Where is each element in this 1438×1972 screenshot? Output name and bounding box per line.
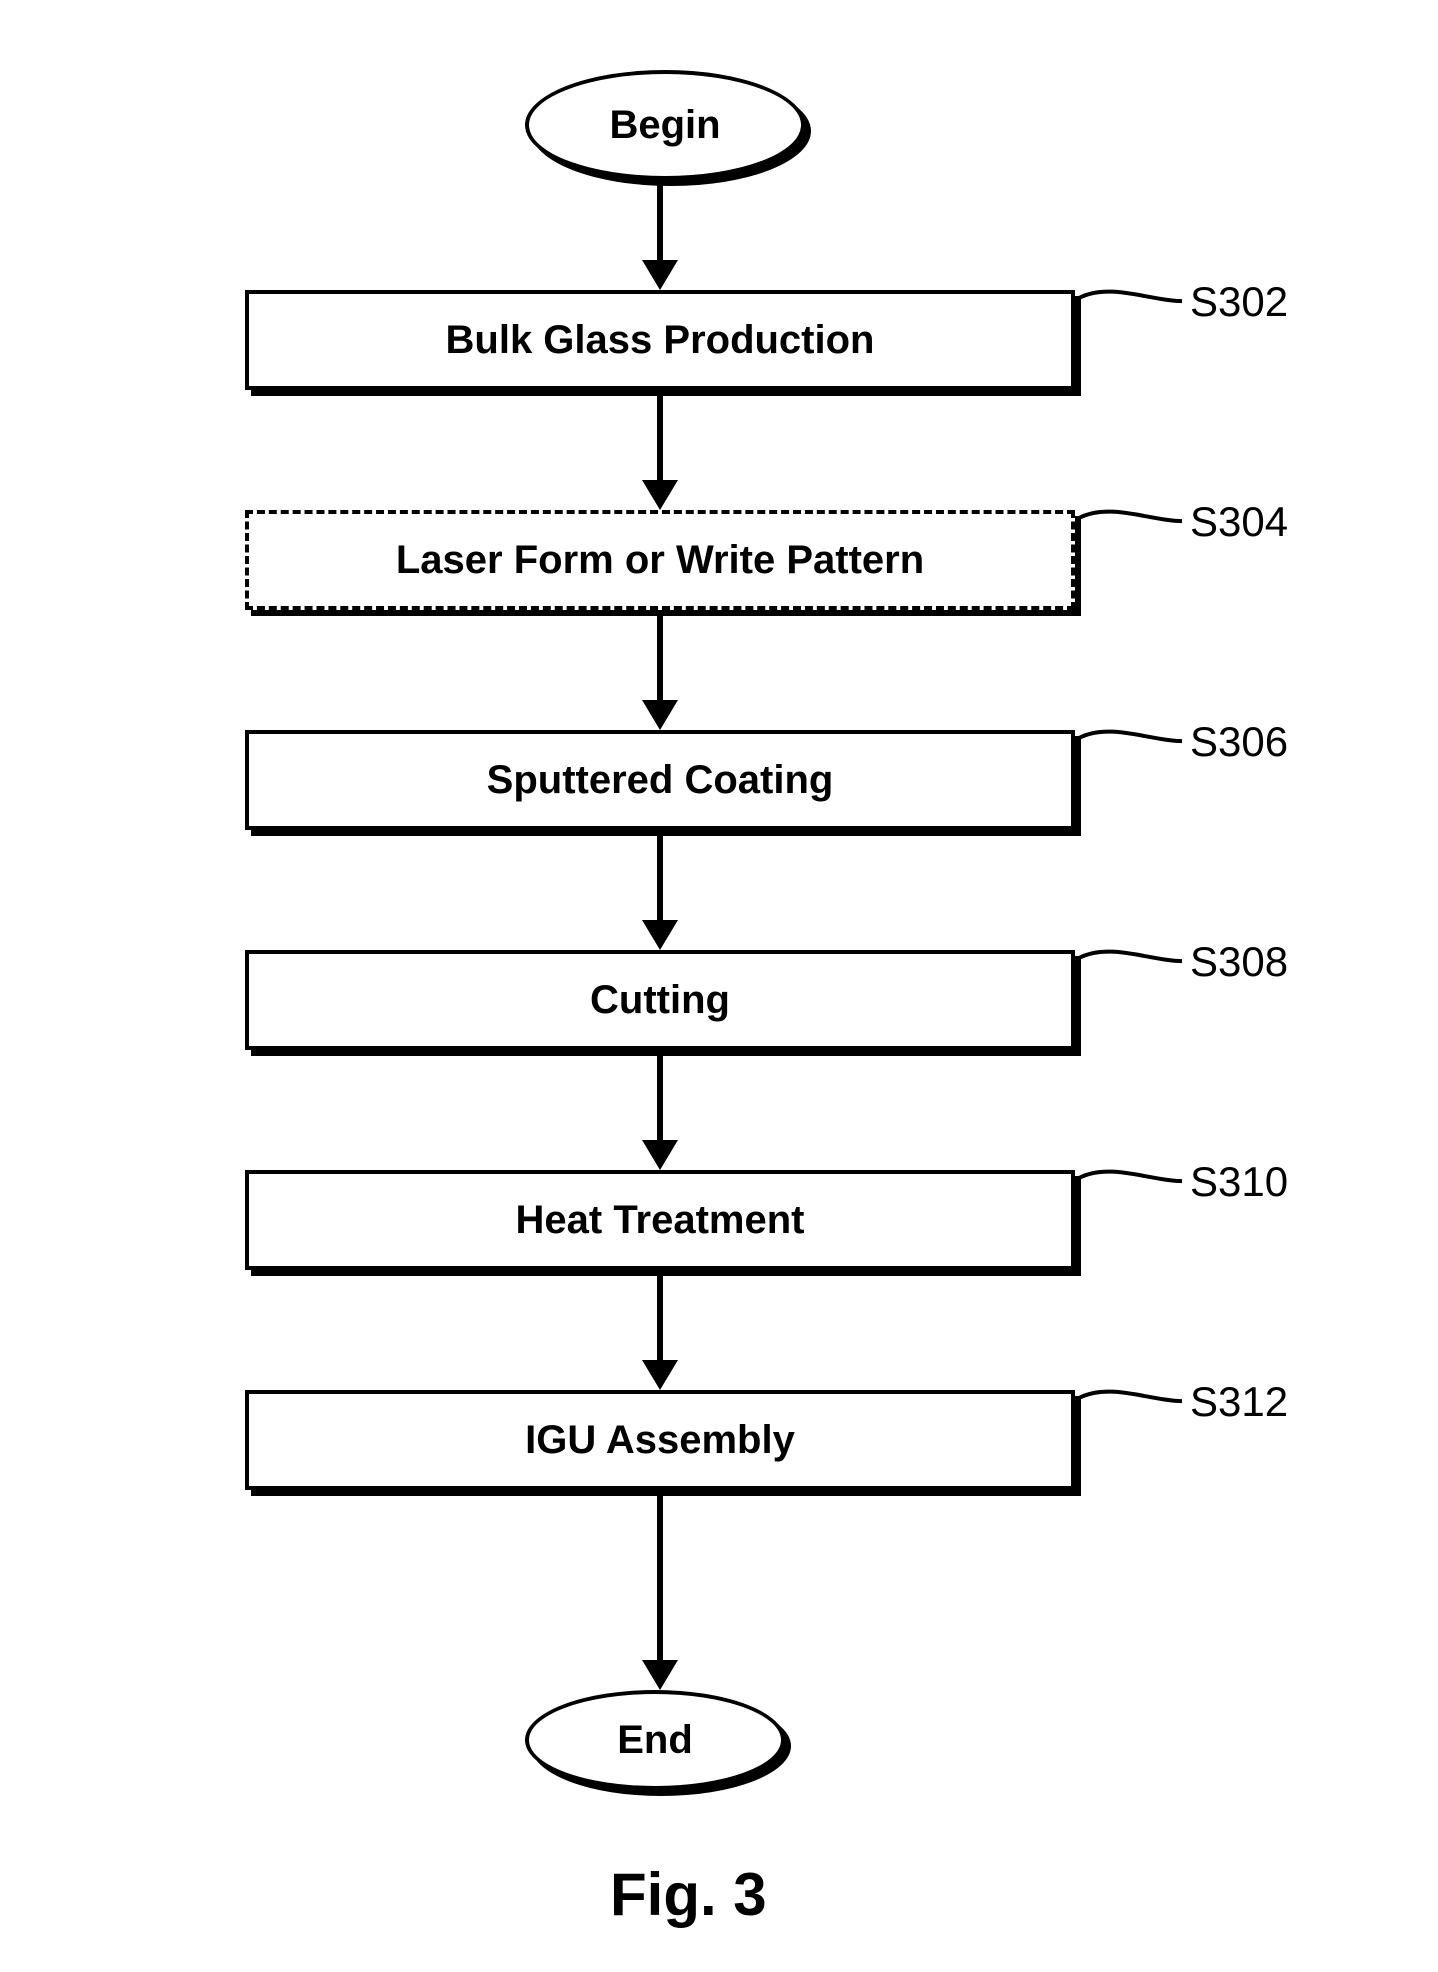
process-s312: IGU Assembly	[245, 1390, 1081, 1496]
flowchart-canvas: Begin Bulk Glass Production Laser Form o…	[0, 0, 1438, 1972]
arrow-head-icon	[642, 1140, 678, 1170]
process-s306-box: Sputtered Coating	[245, 730, 1075, 830]
process-s308: Cutting	[245, 950, 1081, 1056]
arrow-shaft	[657, 836, 663, 920]
arrow-head-icon	[642, 480, 678, 510]
process-s302: Bulk Glass Production	[245, 290, 1081, 396]
leader-line-S304	[1069, 468, 1192, 531]
process-s304-box: Laser Form or Write Pattern	[245, 510, 1075, 610]
arrow-head-icon	[642, 1660, 678, 1690]
terminator-end-shape: End	[525, 1690, 785, 1790]
step-id-label-S312: S312	[1190, 1378, 1288, 1426]
step-id-label-S302: S302	[1190, 278, 1288, 326]
arrow-head-icon	[642, 700, 678, 730]
process-s306-label: Sputtered Coating	[487, 758, 834, 803]
arrow-shaft	[657, 180, 663, 260]
step-id-label-S306: S306	[1190, 718, 1288, 766]
leader-line-S310	[1069, 1128, 1192, 1191]
arrow-shaft	[657, 616, 663, 700]
arrow-shaft	[657, 1496, 663, 1660]
step-id-label-S304: S304	[1190, 498, 1288, 546]
process-s308-box: Cutting	[245, 950, 1075, 1050]
process-s310-label: Heat Treatment	[516, 1198, 805, 1243]
arrow-head-icon	[642, 1360, 678, 1390]
figure-caption-text: Fig. 3	[610, 1861, 767, 1928]
terminator-begin: Begin	[525, 70, 811, 186]
step-id-label-S310: S310	[1190, 1158, 1288, 1206]
leader-line-S308	[1069, 908, 1192, 971]
figure-caption: Fig. 3	[610, 1860, 767, 1929]
process-s302-label: Bulk Glass Production	[446, 318, 875, 363]
arrow-head-icon	[642, 920, 678, 950]
leader-line-S306	[1069, 688, 1192, 751]
process-s302-box: Bulk Glass Production	[245, 290, 1075, 390]
process-s312-box: IGU Assembly	[245, 1390, 1075, 1490]
process-s304: Laser Form or Write Pattern	[245, 510, 1081, 616]
process-s306: Sputtered Coating	[245, 730, 1081, 836]
terminator-end: End	[525, 1690, 791, 1796]
arrow-head-icon	[642, 260, 678, 290]
terminator-begin-label: Begin	[609, 103, 720, 148]
arrow-shaft	[657, 396, 663, 480]
leader-line-S312	[1069, 1348, 1192, 1411]
terminator-end-label: End	[617, 1718, 693, 1763]
arrow-shaft	[657, 1056, 663, 1140]
process-s310-box: Heat Treatment	[245, 1170, 1075, 1270]
process-s310: Heat Treatment	[245, 1170, 1081, 1276]
step-id-label-S308: S308	[1190, 938, 1288, 986]
process-s312-label: IGU Assembly	[525, 1418, 795, 1463]
process-s304-label: Laser Form or Write Pattern	[396, 538, 924, 583]
process-s308-label: Cutting	[590, 978, 730, 1023]
arrow-shaft	[657, 1276, 663, 1360]
terminator-begin-shape: Begin	[525, 70, 805, 180]
leader-line-S302	[1069, 248, 1192, 311]
